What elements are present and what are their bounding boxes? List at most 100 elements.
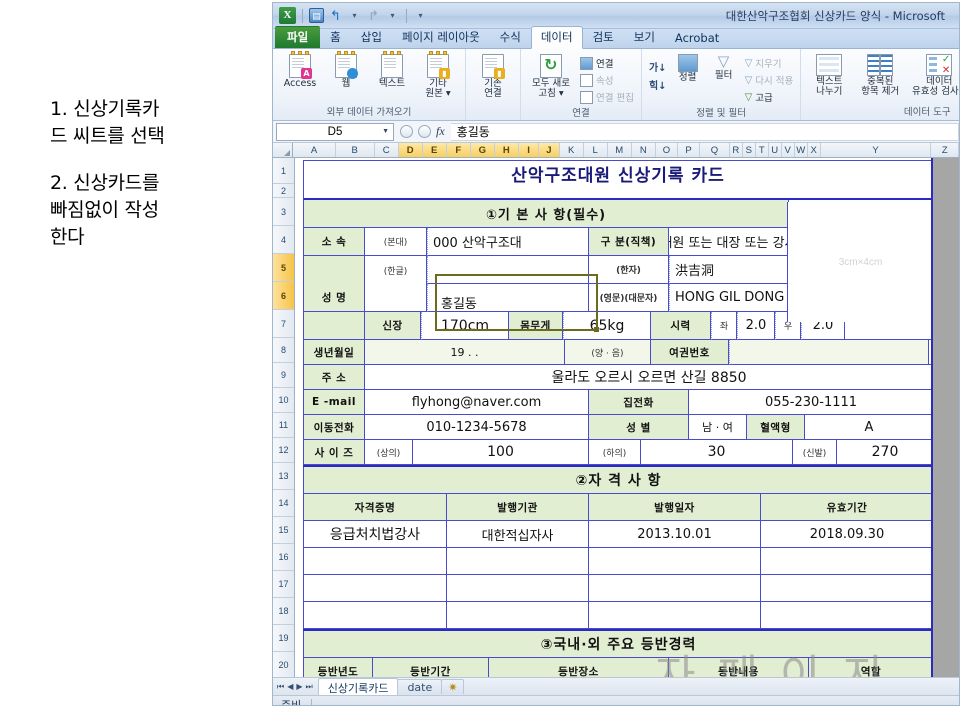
tab-page-layout[interactable]: 페이지 레이아웃 (401, 30, 480, 44)
cert-issuer[interactable] (447, 602, 589, 629)
column-header-d[interactable]: D (398, 143, 423, 157)
tab-data[interactable]: 데이터 (530, 26, 583, 49)
column-header-w[interactable]: W (794, 143, 808, 157)
address-value[interactable]: 울라도 오르시 오르면 산길 8850 (365, 365, 933, 390)
column-header-u[interactable]: U (768, 143, 782, 157)
insert-function-icon[interactable]: fx (436, 124, 445, 138)
row-header-16[interactable]: 16 (273, 544, 294, 571)
column-header-h[interactable]: H (494, 143, 519, 157)
home-phone-value[interactable]: 055-230-1111 (689, 390, 933, 415)
button-text-to-columns[interactable]: 텍스트 나누기 (806, 52, 852, 97)
cert-name[interactable]: 응급처치법강사 (303, 521, 447, 548)
chevron-down-icon[interactable]: ▼ (382, 128, 389, 135)
name-english-value[interactable]: HONG GIL DONG (669, 284, 789, 312)
cert-valid-until[interactable] (761, 575, 933, 602)
column-header-z[interactable]: Z (931, 143, 959, 157)
first-sheet-icon[interactable]: ⏮ (277, 681, 285, 691)
cert-valid-until[interactable] (761, 602, 933, 629)
row-header-10[interactable]: 10 (273, 388, 294, 413)
column-header-e[interactable]: E (422, 143, 447, 157)
button-from-access[interactable]: A Access (278, 51, 322, 89)
cert-issue-date[interactable] (589, 548, 761, 575)
row-header-17[interactable]: 17 (273, 571, 294, 598)
row-header-11[interactable]: 11 (273, 413, 294, 438)
button-advanced-filter[interactable]: ▽ 고급 (743, 89, 796, 105)
row-header-12[interactable]: 12 (273, 438, 294, 463)
column-header-g[interactable]: G (470, 143, 495, 157)
redo-icon[interactable]: ↱ (368, 8, 379, 23)
cancel-icon[interactable] (400, 125, 413, 138)
button-from-web[interactable]: 웹 (324, 51, 368, 89)
row-header-3[interactable]: 3 (273, 198, 294, 226)
name-hanja-value[interactable]: 洪吉洞 (669, 256, 789, 284)
sheet-tab-personnel-card[interactable]: 신상기록카드 (317, 677, 399, 696)
undo-icon[interactable]: ↰ (330, 8, 341, 23)
column-header-k[interactable]: K (559, 143, 584, 157)
customize-quick-access-icon[interactable]: ▾ (418, 11, 423, 20)
button-data-validation[interactable]: ✓✕ 데이터 유효성 검사 ▾ (908, 52, 959, 97)
cert-valid-until[interactable] (761, 548, 933, 575)
formula-input[interactable]: 홍길동 (450, 122, 959, 141)
affiliation-value[interactable]: 000 산악구조대 (427, 228, 589, 256)
column-header-q[interactable]: Q (700, 143, 730, 157)
role-value[interactable]: 대원 또는 대장 또는 강사 (669, 228, 789, 256)
row-header-20[interactable]: 20 (273, 652, 294, 677)
button-filter[interactable]: ▽ 필터 (707, 52, 741, 81)
column-header-r[interactable]: R (729, 143, 743, 157)
tab-view[interactable]: 보기 (633, 30, 655, 44)
column-header-a[interactable]: A (293, 143, 336, 157)
save-icon[interactable]: ▤ (309, 8, 324, 23)
column-header-m[interactable]: M (607, 143, 632, 157)
row-header-4[interactable]: 4 (273, 226, 294, 254)
button-connections[interactable]: 연결 (578, 55, 636, 71)
column-header-s[interactable]: S (742, 143, 756, 157)
passport-value[interactable] (729, 340, 929, 365)
mobile-value[interactable]: 010-1234-5678 (365, 415, 589, 440)
button-remove-duplicates[interactable]: 중복된 항목 제거 (854, 52, 906, 97)
size-bottom-value[interactable]: 30 (641, 440, 793, 465)
birthdate-value[interactable]: 19 . . (365, 340, 565, 365)
tab-formulas[interactable]: 수식 (499, 30, 521, 44)
prev-sheet-icon[interactable]: ◀ (287, 681, 294, 691)
enter-icon[interactable] (418, 125, 431, 138)
button-existing-connections[interactable]: ▮ 기존 연결 (471, 52, 515, 99)
column-header-o[interactable]: O (655, 143, 678, 157)
undo-dropdown-icon[interactable]: ▾ (352, 11, 357, 20)
redo-dropdown-icon[interactable]: ▾ (390, 11, 395, 20)
button-refresh-all[interactable]: 모두 새로 고침 ▾ (526, 52, 576, 99)
row-header-15[interactable]: 15 (273, 517, 294, 544)
select-all-button[interactable] (273, 143, 294, 157)
row-header-9[interactable]: 9 (273, 363, 294, 388)
button-from-text[interactable]: 텍스트 (370, 51, 414, 89)
email-value[interactable]: flyhong@naver.com (365, 390, 589, 415)
new-sheet-icon[interactable]: ✷ (441, 679, 465, 694)
button-sort[interactable]: 정렬 (671, 52, 705, 83)
row-header-8[interactable]: 8 (273, 338, 294, 363)
column-header-y[interactable]: Y (820, 143, 932, 157)
cert-issuer[interactable]: 대한적십자사 (447, 521, 589, 548)
tab-file[interactable]: 파일 (275, 26, 321, 48)
row-header-13[interactable]: 13 (273, 463, 294, 490)
weight-value[interactable]: 65kg (563, 312, 651, 340)
button-sort-ascending[interactable]: 가↓ (647, 58, 669, 75)
size-shoe-value[interactable]: 270 (837, 440, 933, 465)
name-hangul-value[interactable] (427, 256, 589, 284)
cert-name[interactable] (303, 602, 447, 629)
row-header-1[interactable]: 1 (273, 158, 294, 184)
row-header-18[interactable]: 18 (273, 598, 294, 625)
column-header-i[interactable]: I (518, 143, 540, 157)
row-header-14[interactable]: 14 (273, 490, 294, 517)
row-header-6[interactable]: 6 (273, 282, 294, 310)
column-header-j[interactable]: J (539, 143, 560, 157)
column-header-t[interactable]: T (755, 143, 769, 157)
last-sheet-icon[interactable]: ⏭ (305, 681, 313, 691)
column-header-x[interactable]: X (807, 143, 821, 157)
cert-valid-until[interactable]: 2018.09.30 (761, 521, 933, 548)
row-header-19[interactable]: 19 (273, 625, 294, 652)
tab-home[interactable]: 홈 (330, 30, 341, 44)
name-hangul-value-2[interactable] (427, 284, 589, 312)
sheet-canvas[interactable]: 산악구조대원 신상기록 카드 ①기 본 사 항(필수) 소 속 (본대) 000… (295, 158, 959, 677)
name-box[interactable]: D5 ▼ (276, 122, 394, 141)
column-header-v[interactable]: V (781, 143, 795, 157)
cert-name[interactable] (303, 548, 447, 575)
